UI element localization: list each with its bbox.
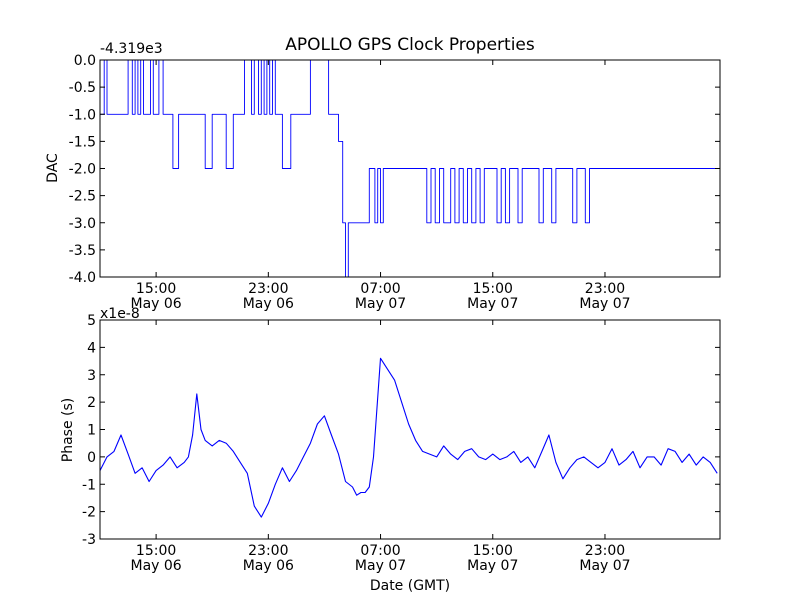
xtick-date-label: May 06 xyxy=(243,558,294,574)
ytick-label: 0.0 xyxy=(74,53,96,69)
phase-xlabel: Date (GMT) xyxy=(370,578,450,594)
xtick-date-label: May 07 xyxy=(579,558,630,574)
xtick-time-label: 15:00 xyxy=(473,543,513,559)
dac-yticks: 0.0 -0.5 -1.0 -1.5 -2.0 -2.5 -3.0 -3.5 -4.0 xyxy=(69,53,720,286)
xtick-time-label: 23:00 xyxy=(248,281,288,297)
xtick-date-label: May 07 xyxy=(355,296,406,312)
xtick-date-label: May 07 xyxy=(579,296,630,312)
ytick-label: -4.0 xyxy=(69,270,96,286)
ytick-label: 4 xyxy=(87,340,96,356)
ytick-label: -0.5 xyxy=(69,80,96,96)
dac-series-line xyxy=(100,59,720,278)
xtick-time-label: 23:00 xyxy=(248,543,288,559)
ytick-label: 3 xyxy=(87,368,96,384)
dac-ylabel: DAC xyxy=(45,153,61,183)
ytick-label: 1 xyxy=(87,423,96,439)
phase-plot-area xyxy=(100,320,720,539)
phase-series-layer xyxy=(99,357,718,518)
dac-offset-label: -4.319e3 xyxy=(100,41,163,57)
ytick-label: -2.0 xyxy=(69,162,96,178)
ytick-label: 0 xyxy=(87,450,96,466)
xtick-date-label: May 07 xyxy=(467,558,518,574)
ytick-label: -1.5 xyxy=(69,134,96,150)
xtick-time-label: 07:00 xyxy=(360,281,400,297)
xtick-date-label: May 06 xyxy=(243,296,294,312)
phase-offset-label: x1e-8 xyxy=(100,306,140,322)
xtick-time-label: 15:00 xyxy=(473,281,513,297)
xtick-date-label: May 06 xyxy=(130,558,181,574)
xtick-time-label: 15:00 xyxy=(136,543,176,559)
phase-yticks: 5 4 3 2 1 0 -1 -2 -3 xyxy=(82,313,720,548)
ytick-label: -2.5 xyxy=(69,189,96,205)
ytick-label: 2 xyxy=(87,395,96,411)
ytick-label: -1 xyxy=(82,477,96,493)
dac-panel: 0.0 -0.5 -1.0 -1.5 -2.0 -2.5 -3.0 -3.5 -4.0 15:0… xyxy=(45,41,721,312)
xtick-time-label: 07:00 xyxy=(360,543,400,559)
ytick-label: -1.0 xyxy=(69,107,96,123)
xtick-time-label: 23:00 xyxy=(585,281,625,297)
xtick-date-label: May 06 xyxy=(130,296,181,312)
xtick-time-label: 23:00 xyxy=(585,543,625,559)
xtick-date-label: May 07 xyxy=(467,296,518,312)
xtick-date-label: May 07 xyxy=(355,558,406,574)
ytick-label: -3.5 xyxy=(69,243,96,259)
ytick-label: -3 xyxy=(82,532,96,548)
phase-ylabel: Phase (s) xyxy=(60,398,76,462)
phase-series-line xyxy=(99,357,718,518)
ytick-label: -2 xyxy=(82,505,96,521)
xtick-time-label: 15:00 xyxy=(136,281,176,297)
chart-title: APOLLO GPS Clock Properties xyxy=(285,35,535,55)
ytick-label: 5 xyxy=(87,313,96,329)
ytick-label: -3.0 xyxy=(69,216,96,232)
dac-series-layer xyxy=(100,59,720,278)
